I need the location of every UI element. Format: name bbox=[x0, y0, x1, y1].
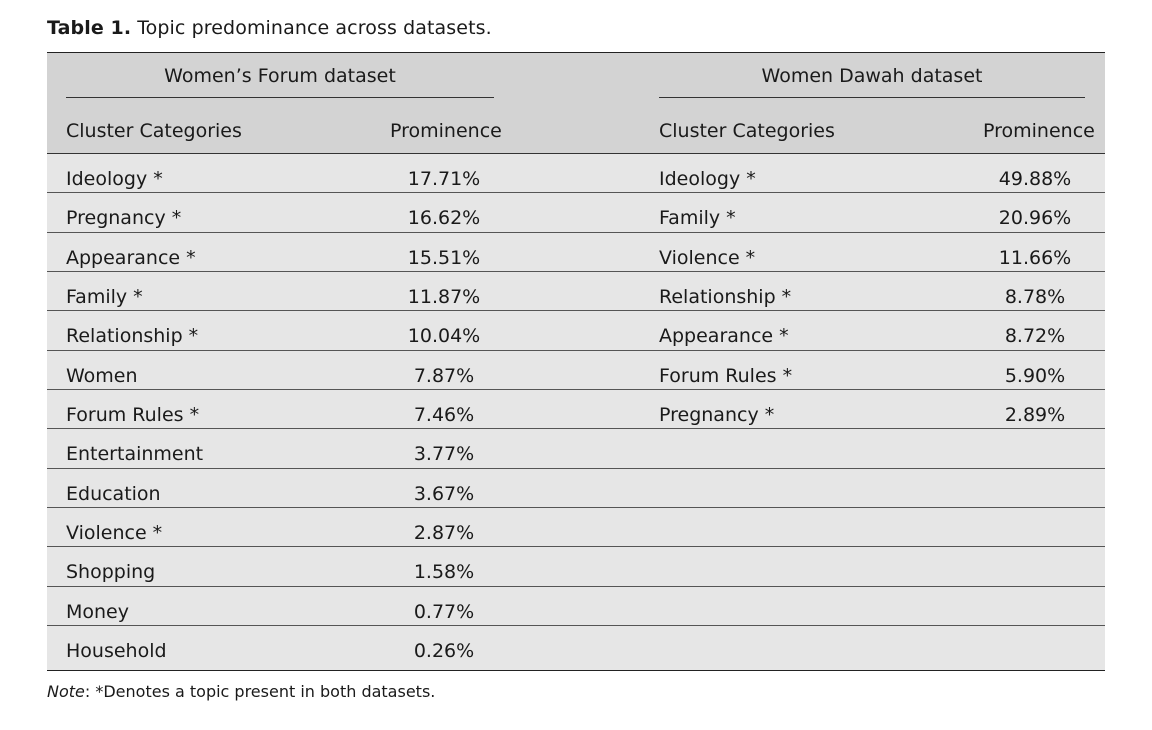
right-prominence-cell: 8.78% bbox=[1004, 286, 1066, 309]
left-prominence-cell: 0.77% bbox=[413, 600, 475, 623]
right-category-cell: Ideology * bbox=[659, 168, 756, 190]
table-note-text: : *Denotes a topic present in both datas… bbox=[84, 682, 436, 701]
left-category-cell: Violence * bbox=[66, 522, 163, 545]
right-category-cell: Pregnancy * bbox=[659, 404, 775, 427]
right-prominence-cell: 11.66% bbox=[998, 246, 1072, 269]
table-row: Family * 11.87% Relationship * 8.78% bbox=[47, 272, 1105, 312]
left-category-cell: Women bbox=[66, 364, 138, 387]
left-prominence-cell: 0.26% bbox=[413, 640, 475, 663]
table-row: Forum Rules * 7.46% Pregnancy * 2.89% bbox=[47, 390, 1105, 430]
group-title-womens-forum: Women’s Forum dataset bbox=[164, 65, 396, 87]
left-category-cell: Pregnancy * bbox=[66, 207, 182, 230]
right-category-cell: Violence * bbox=[659, 246, 756, 269]
left-category-cell: Entertainment bbox=[66, 443, 204, 466]
right-prominence-cell: 8.72% bbox=[1004, 325, 1066, 348]
left-category-cell: Shopping bbox=[66, 561, 156, 584]
table-row: Relationship * 10.04% Appearance * 8.72% bbox=[47, 311, 1105, 351]
left-prominence-cell: 15.51% bbox=[407, 246, 481, 269]
table-note: Note: *Denotes a topic present in both d… bbox=[47, 682, 435, 701]
group-rule-right bbox=[659, 97, 1085, 98]
left-prominence-cell: 16.62% bbox=[407, 207, 481, 230]
left-prominence-cell: 7.46% bbox=[413, 404, 475, 427]
left-category-cell: Money bbox=[66, 600, 129, 623]
table-caption: Table 1. Topic predominance across datase… bbox=[47, 17, 492, 39]
left-prominence-cell: 7.87% bbox=[413, 364, 475, 387]
table-row: Women 7.87% Forum Rules * 5.90% bbox=[47, 351, 1105, 391]
table-row: Appearance * 15.51% Violence * 11.66% bbox=[47, 233, 1105, 273]
left-category-cell: Family * bbox=[66, 286, 143, 309]
table-note-label: Note bbox=[47, 682, 85, 701]
left-prominence-cell: 3.67% bbox=[413, 482, 475, 505]
col-head-right-prominence: Prominence bbox=[983, 120, 1095, 142]
table-row: Education 3.67% bbox=[47, 469, 1105, 509]
table-row: Violence * 2.87% bbox=[47, 508, 1105, 548]
right-category-cell: Family * bbox=[659, 207, 736, 230]
left-category-cell: Appearance * bbox=[66, 246, 196, 269]
right-category-cell: Appearance * bbox=[659, 325, 789, 348]
right-category-cell: Forum Rules * bbox=[659, 364, 793, 387]
left-category-cell: Household bbox=[66, 640, 167, 663]
col-head-left-category: Cluster Categories bbox=[66, 120, 242, 142]
table-header: Women’s Forum dataset Women Dawah datase… bbox=[47, 53, 1105, 154]
right-prominence-cell: 2.89% bbox=[1004, 404, 1066, 427]
right-category-cell: Relationship * bbox=[659, 286, 792, 309]
topic-table: Women’s Forum dataset Women Dawah datase… bbox=[47, 52, 1105, 671]
left-prominence-cell: 3.77% bbox=[413, 443, 475, 466]
left-prominence-cell: 11.87% bbox=[407, 286, 481, 309]
col-head-right-category: Cluster Categories bbox=[659, 120, 835, 142]
group-rule-left bbox=[66, 97, 494, 98]
table-body: Ideology * 17.71% Ideology * 49.88% Pregnanc… bbox=[47, 154, 1105, 665]
group-title-women-dawah: Women Dawah dataset bbox=[761, 65, 983, 87]
left-prominence-cell: 2.87% bbox=[413, 522, 475, 545]
table-caption-text: Topic predominance across datasets. bbox=[137, 17, 492, 39]
table-row: Shopping 1.58% bbox=[47, 547, 1105, 587]
col-head-left-prominence: Prominence bbox=[390, 120, 502, 142]
right-prominence-cell: 5.90% bbox=[1004, 364, 1066, 387]
right-prominence-cell: 20.96% bbox=[998, 207, 1072, 230]
table-row: Entertainment 3.77% bbox=[47, 429, 1105, 469]
left-prominence-cell: 10.04% bbox=[407, 325, 481, 348]
right-prominence-cell: 49.88% bbox=[998, 168, 1072, 190]
table-row: Pregnancy * 16.62% Family * 20.96% bbox=[47, 193, 1105, 233]
left-category-cell: Education bbox=[66, 482, 161, 505]
table-row: Ideology * 17.71% Ideology * 49.88% bbox=[47, 154, 1105, 194]
left-category-cell: Forum Rules * bbox=[66, 404, 200, 427]
table-caption-label: Table 1. bbox=[47, 17, 132, 39]
left-category-cell: Ideology * bbox=[66, 168, 163, 190]
table-row: Money 0.77% bbox=[47, 587, 1105, 627]
left-prominence-cell: 1.58% bbox=[413, 561, 475, 584]
table-row: Household 0.26% bbox=[47, 626, 1105, 665]
left-prominence-cell: 17.71% bbox=[407, 168, 481, 190]
left-category-cell: Relationship * bbox=[66, 325, 199, 348]
